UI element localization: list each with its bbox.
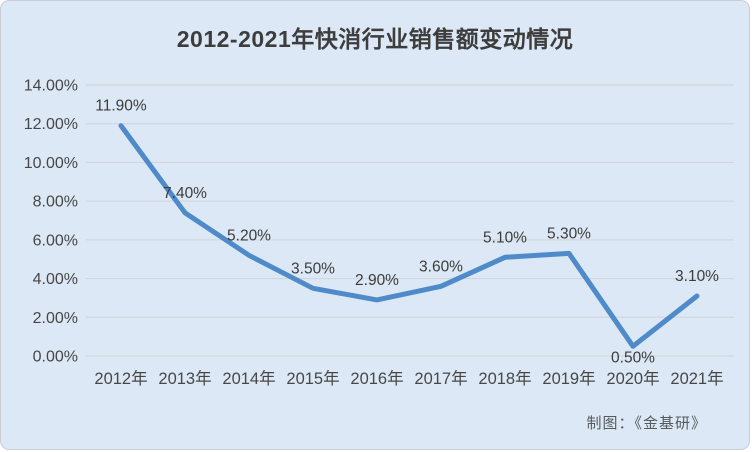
x-tick-label: 2019年 (542, 369, 595, 388)
x-tick-label: 2014年 (222, 369, 275, 388)
x-tick-label: 2018年 (478, 369, 531, 388)
chart-title: 2012-2021年快消行业销售额变动情况 (176, 26, 574, 52)
y-tick-label: 0.00% (33, 349, 78, 366)
credit-text: 制图：《金基研》 (586, 415, 707, 432)
x-tick-label: 2012年 (94, 369, 147, 388)
series-line (118, 123, 700, 349)
data-point-label: 3.10% (675, 268, 719, 285)
data-point-label: 2.90% (355, 272, 399, 289)
data-point-label: 3.50% (291, 260, 335, 277)
x-tick-label: 2015年 (286, 369, 339, 388)
data-point-label: 5.10% (483, 229, 527, 246)
x-tick-label: 2016年 (350, 369, 403, 388)
x-tick-label: 2021年 (670, 369, 723, 388)
y-tick-label: 14.00% (24, 78, 78, 95)
x-tick-label: 2017年 (414, 369, 467, 388)
x-tick-label: 2013年 (158, 369, 211, 388)
y-tick-label: 6.00% (33, 232, 78, 249)
y-tick-label: 4.00% (33, 271, 78, 288)
data-point-label: 5.30% (547, 225, 591, 242)
y-tick-label: 2.00% (33, 310, 78, 327)
x-tick-label: 2020年 (606, 369, 659, 388)
y-tick-label: 12.00% (24, 116, 78, 133)
y-tick-label: 10.00% (24, 155, 78, 172)
data-point-label: 5.20% (227, 227, 271, 244)
data-point-label: 7.40% (163, 185, 207, 202)
y-tick-label: 8.00% (33, 194, 78, 211)
data-point-label: 11.90% (95, 98, 147, 115)
data-point-label: 3.60% (419, 258, 463, 275)
data-point-label: 0.50% (611, 349, 655, 366)
